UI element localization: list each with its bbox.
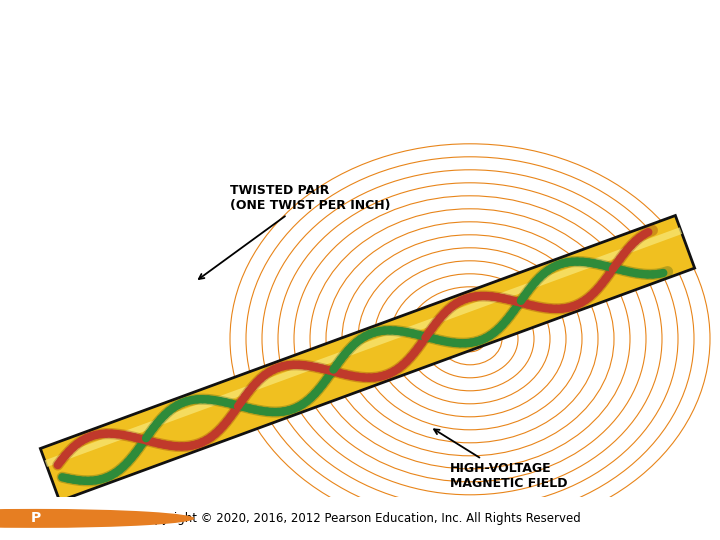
Polygon shape (45, 227, 682, 467)
Text: Pearson: Pearson (68, 511, 124, 525)
Polygon shape (40, 215, 695, 501)
Text: P: P (31, 511, 41, 525)
Text: HIGH-VOLTAGE
MAGNETIC FIELD: HIGH-VOLTAGE MAGNETIC FIELD (434, 429, 567, 490)
Text: Figure 49.11  A twisted pair is used by several different
network communications: Figure 49.11 A twisted pair is used by s… (11, 4, 600, 95)
Text: Copyright © 2020, 2016, 2012 Pearson Education, Inc. All Rights Reserved: Copyright © 2020, 2016, 2012 Pearson Edu… (139, 512, 581, 525)
Text: TWISTED PAIR
(ONE TWIST PER INCH): TWISTED PAIR (ONE TWIST PER INCH) (199, 184, 390, 279)
Circle shape (0, 509, 194, 528)
